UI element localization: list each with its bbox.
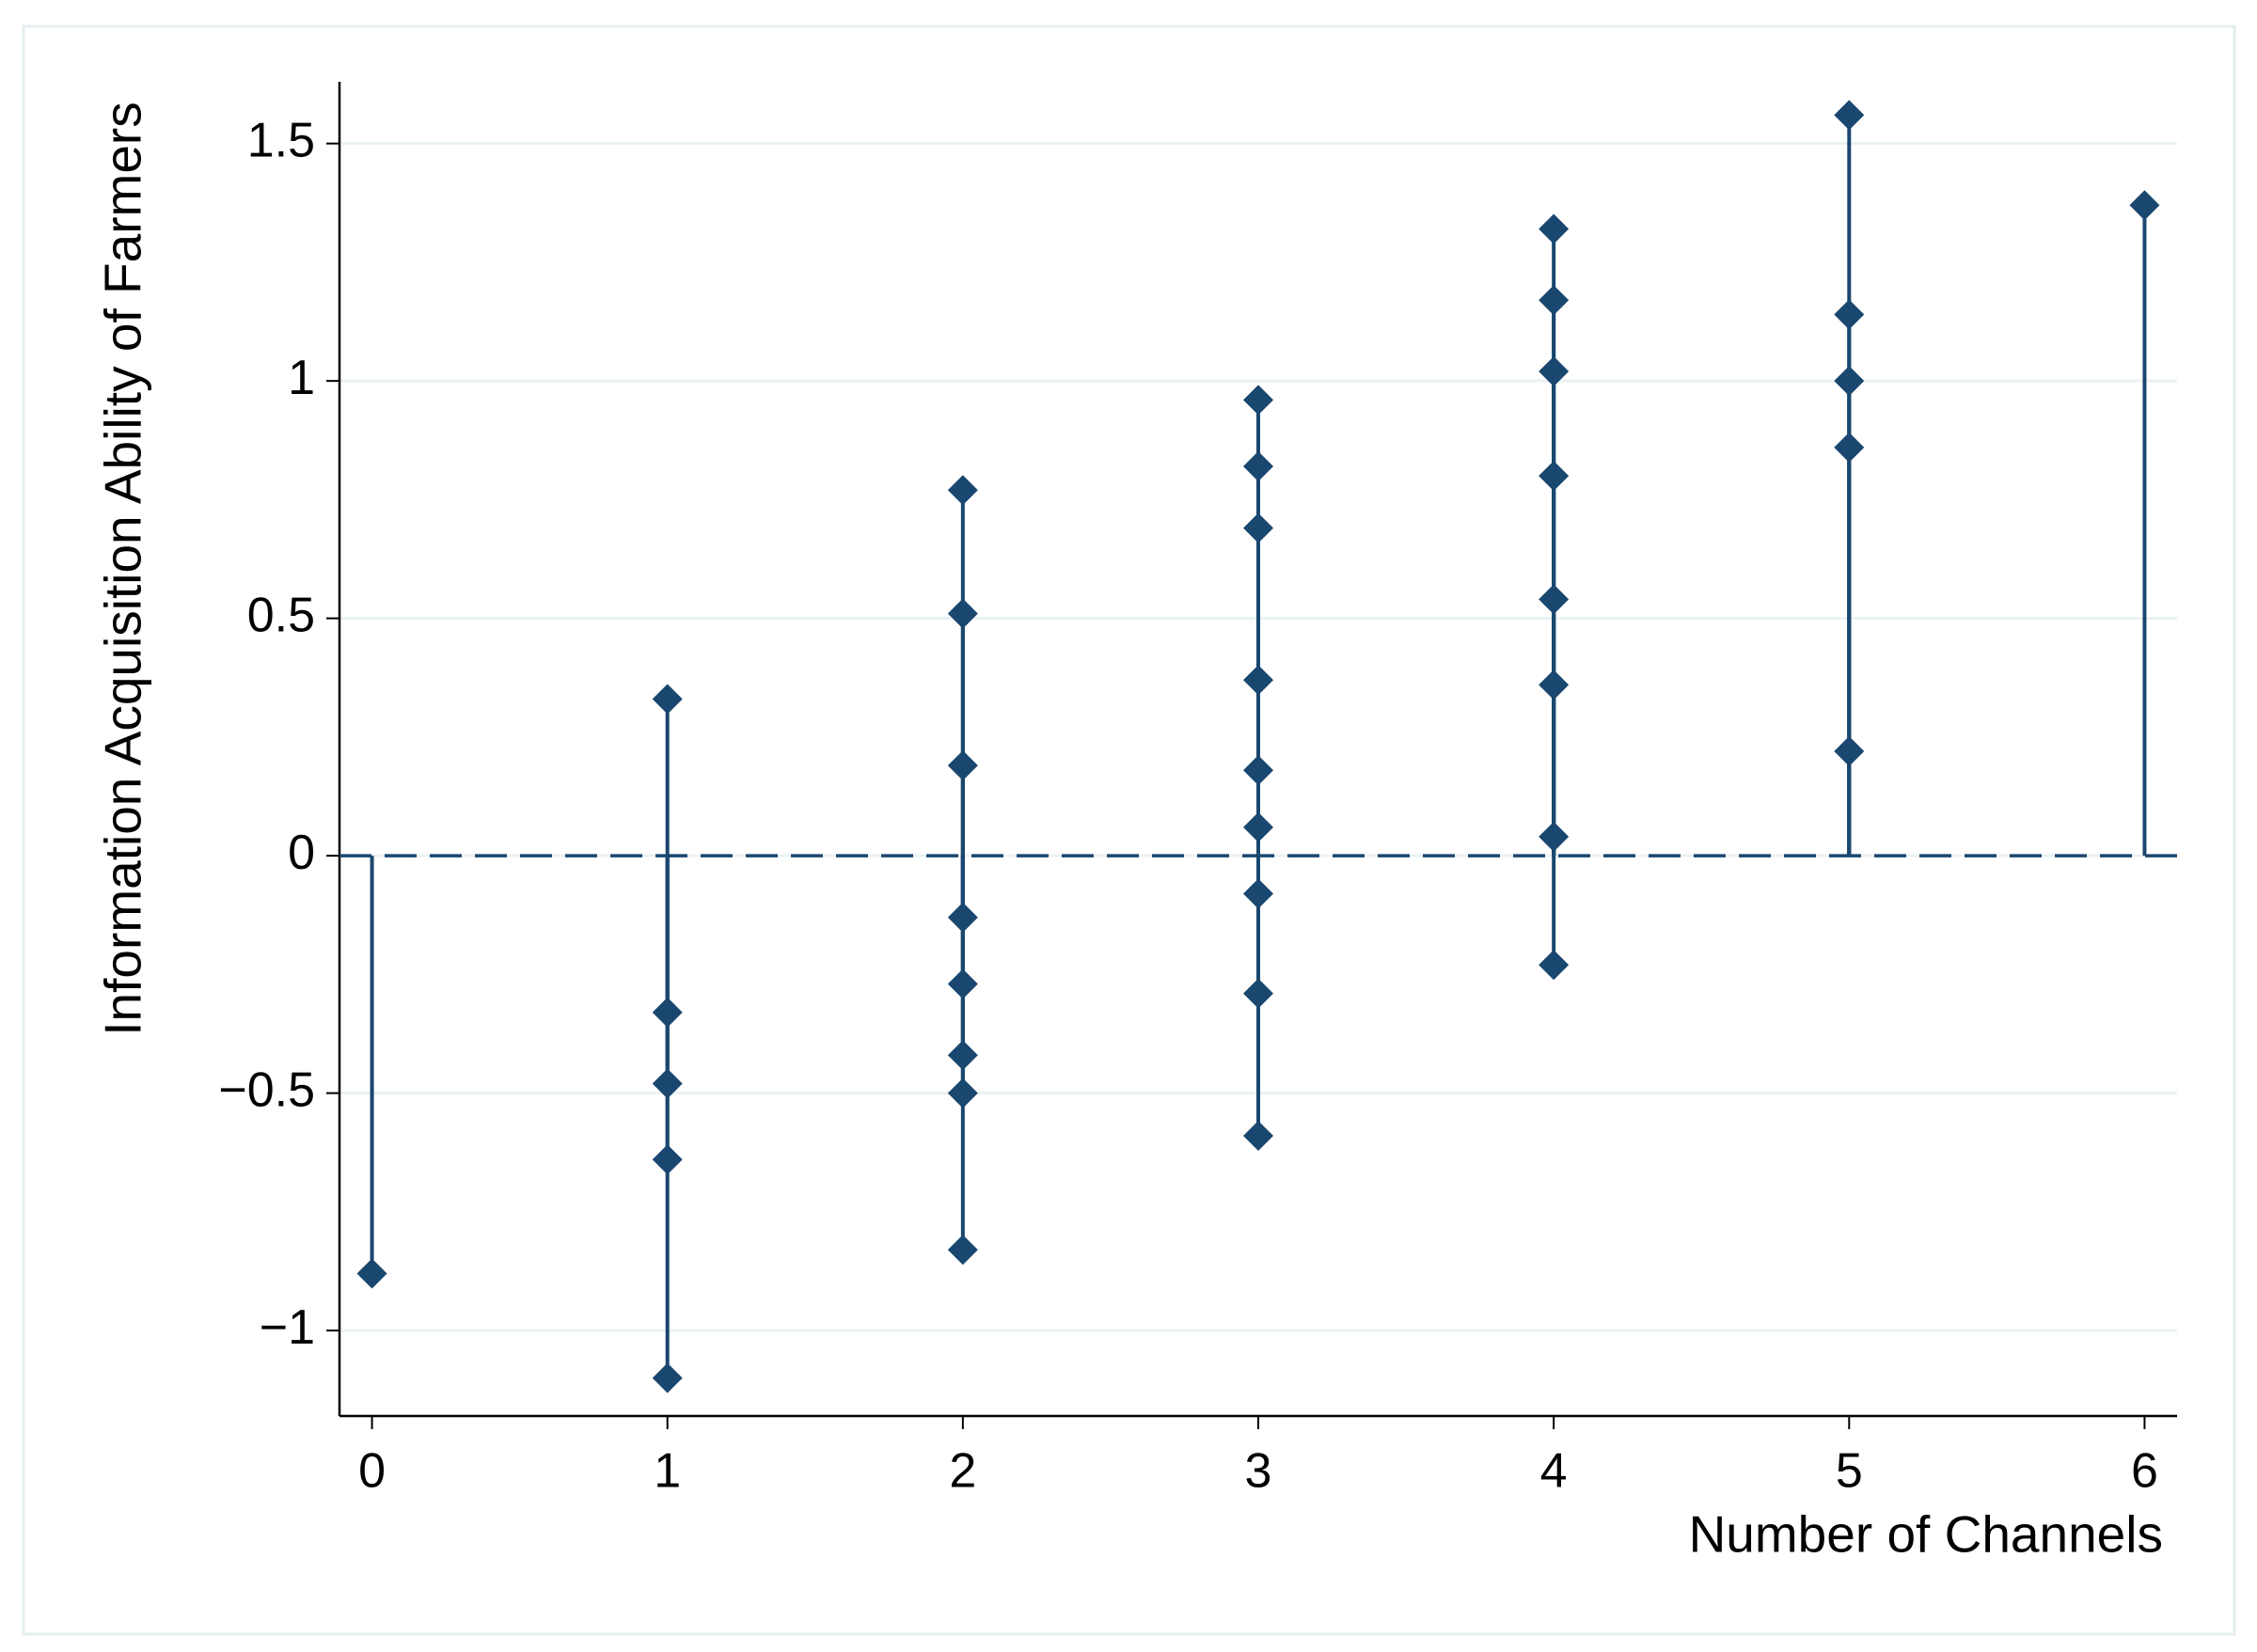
point [1243,978,1273,1009]
y-tick-label: 1.5 [247,113,315,167]
point [652,684,683,715]
x-tick-label: 4 [1540,1444,1568,1499]
x-tick-label: 2 [949,1444,976,1499]
point [1539,213,1570,244]
y-tick-label: 0.5 [247,588,315,642]
x-tick-label: 6 [2131,1444,2158,1499]
x-axis-title: Number of Channels [1689,1505,2163,1564]
point [1243,385,1273,416]
y-tick-label: −1 [260,1300,315,1355]
point [1243,665,1273,696]
x-tick-label: 3 [1245,1444,1272,1499]
point [1539,356,1570,387]
point [947,1235,978,1266]
point [947,598,978,629]
point [2129,190,2160,221]
point [1243,1121,1273,1152]
x-tick-label: 5 [1836,1444,1863,1499]
point [1539,285,1570,316]
point [947,968,978,999]
point [1539,821,1570,852]
point [1243,755,1273,786]
point [1834,736,1865,767]
point [1539,461,1570,492]
frame [22,24,2236,1636]
point [1243,878,1273,909]
point [1539,584,1570,615]
point [947,475,978,506]
point [652,1068,683,1099]
point [1834,100,1865,131]
point [652,1144,683,1175]
x-tick-label: 1 [654,1444,681,1499]
point [1834,432,1865,463]
y-tick-label: 1 [288,351,315,405]
point [947,1078,978,1109]
point [947,902,978,933]
y-tick-label: 0 [288,826,315,880]
point [1243,811,1273,842]
point [1539,669,1570,700]
point [1834,366,1865,397]
point [652,1362,683,1393]
point [652,997,683,1028]
y-tick-label: −0.5 [218,1062,315,1117]
y-axis-title: Information Acquisition Ability of Farme… [94,102,152,1035]
point [1243,512,1273,543]
x-tick-label: 0 [358,1444,386,1499]
point [1539,950,1570,981]
point [1243,451,1273,482]
point [947,1040,978,1071]
point [356,1258,387,1289]
point [1834,299,1865,330]
point [947,750,978,781]
